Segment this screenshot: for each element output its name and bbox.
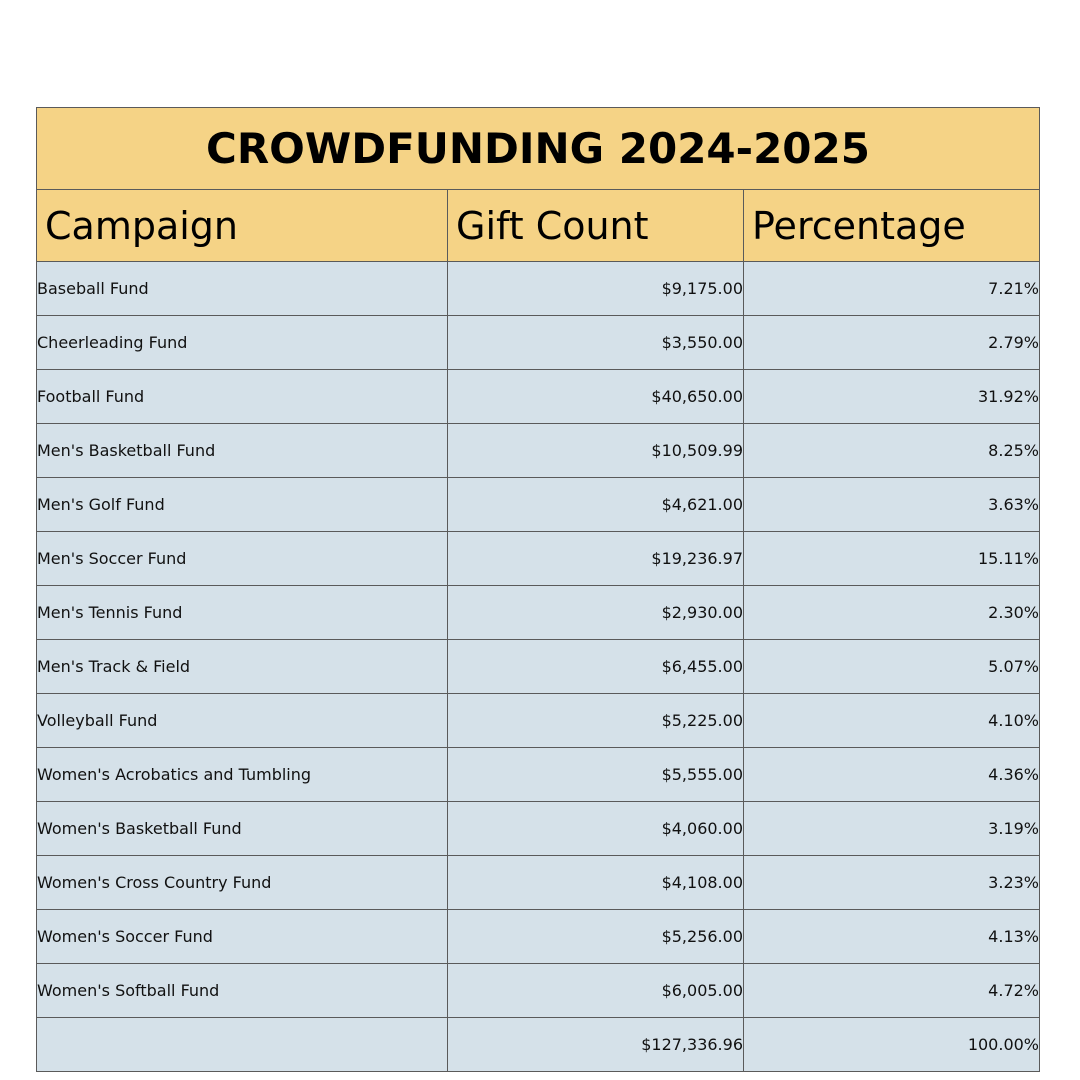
percentage-cell: 2.30% xyxy=(743,585,1040,640)
campaign-cell xyxy=(36,1017,448,1072)
percentage-cell: 31.92% xyxy=(743,369,1040,424)
gift-count-cell: $4,108.00 xyxy=(447,855,744,910)
percentage-cell: 100.00% xyxy=(743,1017,1040,1072)
column-header-campaign: Campaign xyxy=(36,189,448,262)
campaign-cell: Football Fund xyxy=(36,369,448,424)
table-row: Women's Softball Fund $6,005.00 4.72% xyxy=(36,963,1040,1018)
percentage-cell: 4.13% xyxy=(743,909,1040,964)
gift-count-cell: $3,550.00 xyxy=(447,315,744,370)
percentage-cell: 8.25% xyxy=(743,423,1040,478)
gift-count-cell: $5,555.00 xyxy=(447,747,744,802)
gift-count-cell: $2,930.00 xyxy=(447,585,744,640)
gift-count-cell: $127,336.96 xyxy=(447,1017,744,1072)
campaign-cell: Men's Basketball Fund xyxy=(36,423,448,478)
table-title: CROWDFUNDING 2024-2025 xyxy=(36,107,1040,190)
crowdfunding-table: CROWDFUNDING 2024-2025 Campaign Gift Cou… xyxy=(36,107,1040,1072)
campaign-cell: Women's Softball Fund xyxy=(36,963,448,1018)
total-row: $127,336.96 100.00% xyxy=(36,1017,1040,1072)
percentage-cell: 3.63% xyxy=(743,477,1040,532)
campaign-cell: Volleyball Fund xyxy=(36,693,448,748)
percentage-cell: 4.36% xyxy=(743,747,1040,802)
gift-count-cell: $4,621.00 xyxy=(447,477,744,532)
gift-count-cell: $9,175.00 xyxy=(447,261,744,316)
campaign-cell: Women's Acrobatics and Tumbling xyxy=(36,747,448,802)
percentage-cell: 5.07% xyxy=(743,639,1040,694)
gift-count-cell: $5,225.00 xyxy=(447,693,744,748)
gift-count-cell: $19,236.97 xyxy=(447,531,744,586)
percentage-cell: 4.72% xyxy=(743,963,1040,1018)
gift-count-cell: $5,256.00 xyxy=(447,909,744,964)
campaign-cell: Men's Golf Fund xyxy=(36,477,448,532)
campaign-cell: Women's Basketball Fund xyxy=(36,801,448,856)
table-row: Men's Basketball Fund $10,509.99 8.25% xyxy=(36,423,1040,478)
campaign-cell: Men's Soccer Fund xyxy=(36,531,448,586)
gift-count-cell: $10,509.99 xyxy=(447,423,744,478)
table-row: Football Fund $40,650.00 31.92% xyxy=(36,369,1040,424)
campaign-cell: Women's Cross Country Fund xyxy=(36,855,448,910)
campaign-cell: Men's Track & Field xyxy=(36,639,448,694)
percentage-cell: 3.19% xyxy=(743,801,1040,856)
table-row: Baseball Fund $9,175.00 7.21% xyxy=(36,261,1040,316)
campaign-cell: Men's Tennis Fund xyxy=(36,585,448,640)
table-row: Men's Soccer Fund $19,236.97 15.11% xyxy=(36,531,1040,586)
table-row: Women's Acrobatics and Tumbling $5,555.00… xyxy=(36,747,1040,802)
campaign-cell: Women's Soccer Fund xyxy=(36,909,448,964)
table-row: Women's Cross Country Fund $4,108.00 3.23% xyxy=(36,855,1040,910)
table-row: Women's Soccer Fund $5,256.00 4.13% xyxy=(36,909,1040,964)
table-row: Cheerleading Fund $3,550.00 2.79% xyxy=(36,315,1040,370)
gift-count-cell: $4,060.00 xyxy=(447,801,744,856)
table-row: Men's Tennis Fund $2,930.00 2.30% xyxy=(36,585,1040,640)
table-row: Men's Golf Fund $4,621.00 3.63% xyxy=(36,477,1040,532)
percentage-cell: 7.21% xyxy=(743,261,1040,316)
gift-count-cell: $6,455.00 xyxy=(447,639,744,694)
gift-count-cell: $6,005.00 xyxy=(447,963,744,1018)
table-row: Volleyball Fund $5,225.00 4.10% xyxy=(36,693,1040,748)
percentage-cell: 3.23% xyxy=(743,855,1040,910)
percentage-cell: 15.11% xyxy=(743,531,1040,586)
table-row: Women's Basketball Fund $4,060.00 3.19% xyxy=(36,801,1040,856)
campaign-cell: Cheerleading Fund xyxy=(36,315,448,370)
gift-count-cell: $40,650.00 xyxy=(447,369,744,424)
table-row: Men's Track & Field $6,455.00 5.07% xyxy=(36,639,1040,694)
campaign-cell: Baseball Fund xyxy=(36,261,448,316)
column-header-percentage: Percentage xyxy=(743,189,1040,262)
percentage-cell: 4.10% xyxy=(743,693,1040,748)
percentage-cell: 2.79% xyxy=(743,315,1040,370)
column-header-gift-count: Gift Count xyxy=(447,189,744,262)
